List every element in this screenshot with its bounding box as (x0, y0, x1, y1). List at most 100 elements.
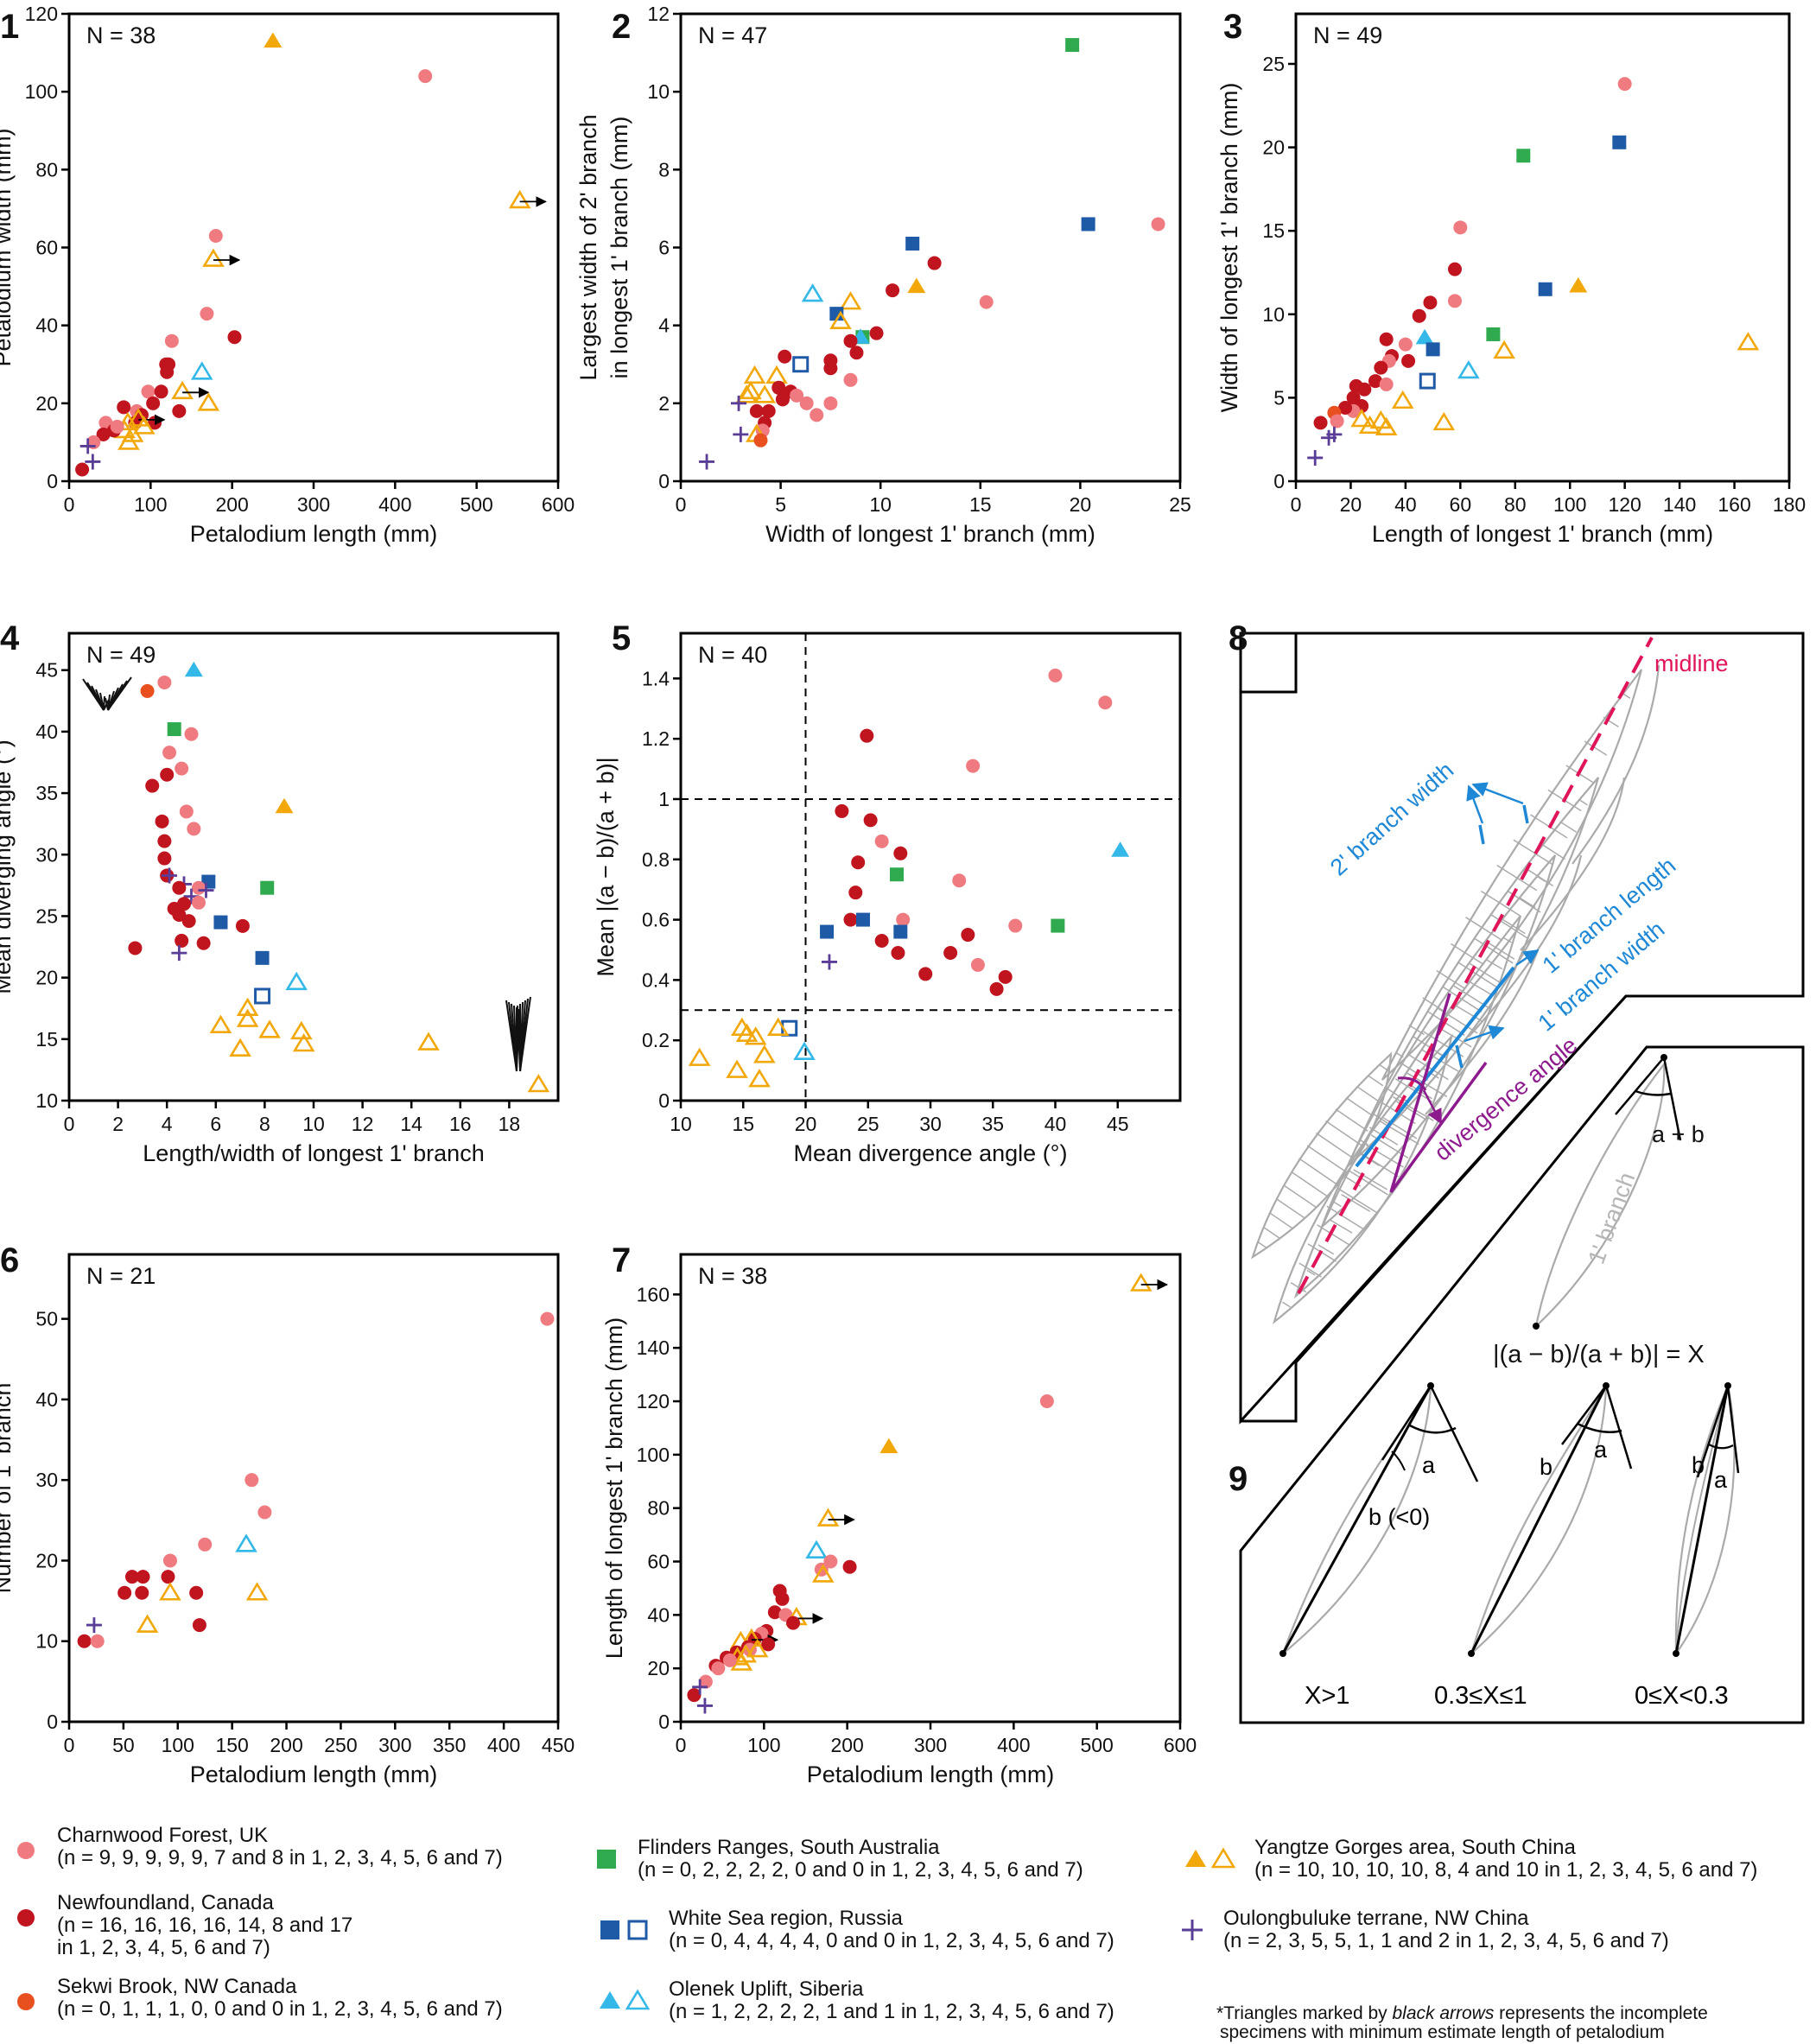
sketch-rung (1306, 1269, 1316, 1276)
point-newfoundland (886, 283, 900, 298)
y-axis-label: in longest 1' branch (mm) (606, 117, 632, 379)
point-whitesea (1425, 342, 1440, 357)
x-tick-label: 25 (857, 1113, 879, 1135)
legend-title: Charnwood Forest, UK (57, 1824, 268, 1847)
point-yangtze (744, 1026, 767, 1045)
sketch-rung (1399, 1062, 1429, 1082)
point-oulongbuluke (86, 1617, 102, 1634)
inset-branch-label: 1' branch (1583, 1169, 1640, 1267)
legend-detail: (n = 0, 4, 4, 4, 4, 0 and 0 in 1, 2, 3, … (669, 1929, 1114, 1952)
point-newfoundland (161, 1570, 175, 1584)
diagram-panel: 8 9 midline 2' branch width 1' branch le… (1229, 619, 1805, 1724)
point-oulongbuluke (733, 426, 749, 442)
y-tick-label: 10 (35, 1630, 58, 1653)
point-yangtze (1375, 416, 1398, 435)
sketch-rung (1408, 1024, 1425, 1036)
legend-marker (625, 1989, 651, 2010)
y-axis-label: Number of 1' branch (0, 1383, 16, 1594)
sketch-rung (1490, 913, 1528, 939)
legend-marker (17, 1842, 35, 1859)
case3-a-label: a (1714, 1467, 1728, 1493)
sketch-rung (1622, 692, 1631, 699)
point-yangtze (417, 1032, 440, 1051)
point-yangtze (117, 431, 140, 450)
point-charnwood (698, 1674, 713, 1689)
point-charnwood (1330, 414, 1344, 428)
y-tick-label: 0.8 (642, 848, 670, 871)
sketch-rung (1337, 1187, 1377, 1213)
branch2-width-bar-b (1522, 804, 1529, 824)
point-charnwood (874, 834, 889, 848)
point-yangtze (735, 1023, 759, 1043)
x-tick-label: 300 (297, 493, 330, 516)
y-tick-label: 15 (1262, 219, 1285, 242)
point-yangtze (746, 1639, 769, 1658)
point-charnwood (1048, 668, 1063, 682)
formula-label: |(a − b)/(a + b)| = X (1493, 1341, 1705, 1368)
x-tick-label: 5 (775, 493, 786, 516)
point-charnwood (810, 408, 824, 422)
point-yangtze (743, 365, 766, 384)
point-charnwood (979, 295, 994, 309)
sketch-branch (1251, 1051, 1393, 1260)
sketch-rung (1473, 937, 1514, 964)
y-tick-label: 30 (35, 843, 58, 866)
sketch-rung (1318, 1244, 1335, 1255)
point-whitesea (829, 307, 844, 321)
n-label: N = 49 (1313, 22, 1382, 48)
sketch-rung (1264, 1227, 1280, 1239)
x-tick-label: 200 (830, 1734, 863, 1756)
point-yangtze (136, 1614, 159, 1633)
x-tick-label: 50 (112, 1734, 135, 1756)
point-newfoundland (767, 1605, 782, 1620)
point-newfoundland (175, 933, 189, 948)
x-tick-label: 450 (542, 1734, 575, 1756)
y-tick-label: 60 (35, 237, 58, 259)
y-tick-label: 20 (35, 967, 58, 989)
point-whitesea (1612, 135, 1627, 149)
point-oulongbuluke (1307, 449, 1324, 466)
x-tick-label: 12 (352, 1113, 374, 1135)
legend-item-olenek: Olenek Uplift, Siberia(n = 1, 2, 2, 2, 2… (600, 1977, 1114, 2023)
x-tick-label: 0 (64, 1734, 75, 1756)
sketch-rung (1394, 1078, 1433, 1103)
point-oulongbuluke (692, 1679, 708, 1695)
point-newfoundland (761, 403, 776, 418)
point-newfoundland (843, 333, 858, 348)
y-axis-label: Length of longest 1' branch (mm) (601, 1317, 627, 1659)
point-newfoundland (775, 1591, 790, 1606)
sketch-rung (1453, 1004, 1483, 1022)
sketch-rung (1379, 1063, 1387, 1071)
sketch-rung (1457, 962, 1498, 989)
diagram-frame (1239, 632, 1805, 1425)
point-yangtze (527, 1073, 550, 1093)
x-axis-label: Length of longest 1' branch (mm) (1372, 521, 1713, 547)
point-newfoundland (874, 934, 889, 949)
y-tick-label: 10 (1262, 303, 1285, 326)
legend-marker (600, 1991, 620, 2009)
point-newfoundland (172, 880, 187, 895)
sketch-rung (1329, 1219, 1353, 1234)
sketch-rung (1335, 1108, 1368, 1132)
legend-title: Newfoundland, Canada (57, 1891, 275, 1914)
x-tick-label: 60 (1450, 493, 1472, 516)
sketch-rung (1270, 1212, 1293, 1229)
point-yangtze (816, 1508, 840, 1527)
x-tick-label: 400 (997, 1734, 1030, 1756)
point-newfoundland (96, 427, 111, 441)
point-newfoundland (851, 855, 866, 870)
point-charnwood (966, 759, 981, 773)
point-newfoundland (77, 1634, 92, 1648)
midline-label: midline (1654, 651, 1729, 676)
chart-panel-2: 2 N = 47 0 5 10 15 20 25 0 2 4 6 8 10 12 Width of longe… (575, 3, 1191, 547)
x-tick-label: 35 (981, 1113, 1004, 1135)
case1-base-dot (1279, 1650, 1286, 1657)
petalodium-sketch (1251, 664, 1660, 1324)
legend-item-whitesea: White Sea region, Russia(n = 0, 4, 4, 4,… (600, 1907, 1114, 1952)
sketch-rung (1299, 1158, 1337, 1185)
point-charnwood (970, 957, 985, 972)
point-yangtze (765, 365, 788, 384)
sketch-rung (1485, 941, 1515, 960)
x-tick-label: 600 (542, 493, 575, 516)
y-tick-label: 0 (47, 470, 58, 492)
